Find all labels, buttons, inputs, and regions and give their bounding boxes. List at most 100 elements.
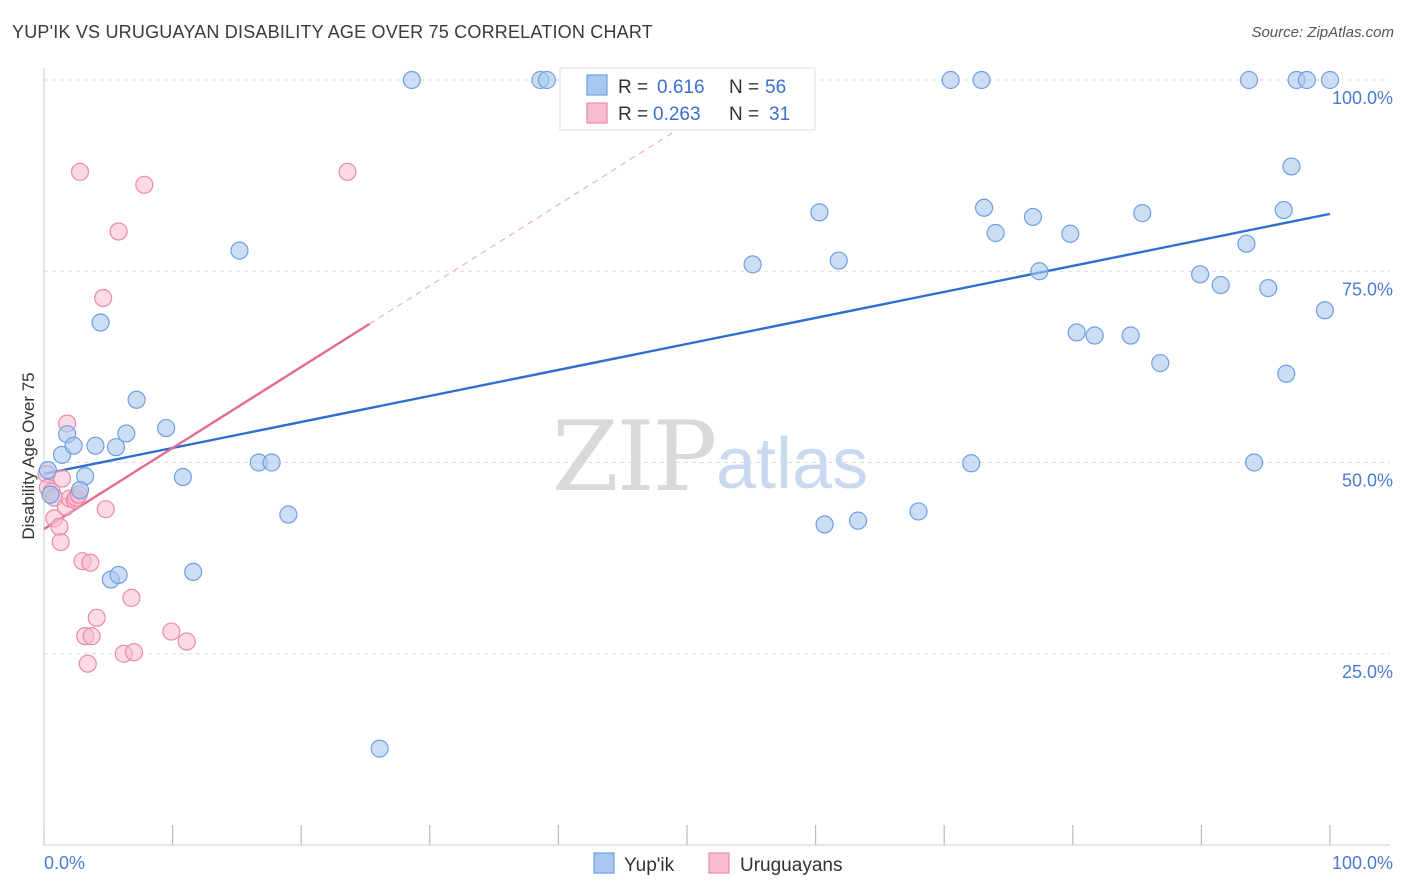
bottom-legend-swatch-uruguayans [708,852,730,874]
uruguayans-point [82,627,101,646]
yupik-point [279,505,298,524]
yupik-point [1245,453,1264,472]
yupik-point [974,198,994,217]
yupik-point [972,70,991,90]
yupik-point [1320,70,1340,90]
yupik-point [1085,326,1104,345]
uruguayans-point [122,588,141,608]
yupik-point [941,70,960,90]
legend-swatch-yupik [586,74,608,96]
trend-layer [43,123,1331,531]
watermark-zip: ZIP [552,401,715,513]
yupik-point [1191,265,1210,284]
yupik-point [848,511,868,530]
yupik-point [230,241,249,260]
uruguayans-trend-extension [369,123,688,325]
yupik-point [1282,157,1301,176]
yupik-point [1274,200,1293,220]
yupik-point [1061,224,1080,243]
uruguayans-point [87,608,106,627]
uruguayans-point [162,622,181,641]
yupik-point [1151,353,1170,373]
uruguayans-point [338,162,357,181]
yupik-point [64,436,83,455]
bottom-legend-label-uruguayans: Uruguayans [740,855,842,876]
yupik-point [157,418,176,438]
uruguayans-point [70,162,90,181]
yupik-point [184,562,203,581]
yupik-point [1259,278,1278,298]
yupik-point [1297,70,1316,90]
uruguayans-point [124,643,144,662]
uruguayans-point [135,175,154,194]
yupik-point [1121,326,1140,345]
yupik-point [1315,301,1334,320]
chart-title: YUP'IK VS URUGUAYAN DISABILITY AGE OVER … [12,22,653,42]
yupik-point [743,255,762,274]
uruguayans-point [50,517,69,536]
legend-n-label: N = [729,104,759,125]
yupik-trend-line [43,212,1331,476]
legend-swatch-uruguayans [586,102,608,124]
uruguayans-point [177,632,196,651]
y-tick-label: 50.0% [1342,471,1393,491]
yupik-point [1133,204,1152,223]
yupik-point [38,461,57,480]
yupik-point [829,251,848,270]
uruguayans-point [81,553,100,572]
axes-layer [43,68,1390,846]
yupik-point [986,223,1005,243]
legend-n-value: 31 [769,104,790,125]
watermark-atlas: atlas [716,424,868,504]
yupik-point [909,502,928,521]
yupik-point [962,454,981,473]
yupik-point [1239,70,1259,90]
yupik-point [370,739,389,758]
yupik-point [1030,262,1049,281]
yupik-point [41,485,60,504]
yupik-point [70,480,90,500]
yupik-point [1277,364,1296,383]
yupik-point [537,70,556,90]
y-tick-label: 100.0% [1332,88,1393,108]
y-axis-title: Disability Age Over 75 [19,372,38,539]
legend-r-label: R = [618,104,648,125]
yupik-point [262,453,281,472]
tick-label-layer: 100.0% 75.0% 50.0% 25.0% 0.0% 100.0% [44,88,1393,873]
legend-n-label: N = [729,77,759,98]
y-tick-label: 25.0% [1342,662,1393,682]
yupik-point [1023,207,1043,227]
x-tick-label: 100.0% [1332,853,1393,873]
yupik-point [117,424,136,443]
yupik-point [1211,275,1230,295]
yupik-point [109,565,128,585]
bottom-legend-label-yupik: Yup'ik [624,855,675,876]
legend-r-label: R = [618,77,648,98]
uruguayans-point [51,532,70,552]
yupik-point [815,515,834,534]
series-legend: Yup'ik Uruguayans [593,852,842,876]
source-label: Source: ZipAtlas.com [1251,24,1394,41]
legend-n-value: 56 [765,77,786,98]
yupik-point [86,436,105,455]
uruguayans-point [52,469,72,488]
yupik-point [402,70,421,90]
uruguayans-point [94,288,113,308]
yupik-point [810,203,829,222]
uruguayans-trend-line [43,323,370,531]
bottom-legend-swatch-yupik [593,852,615,874]
legend-r-value: 0.263 [653,104,701,125]
yupik-point [1067,323,1086,342]
yupik-point [91,313,110,332]
legend-r-value: 0.616 [657,77,705,98]
yupik-point [173,467,192,487]
yupik-point [127,390,146,409]
watermark: ZIP atlas [552,401,868,513]
yupik-point [1237,234,1256,253]
y-tick-label: 75.0% [1342,279,1393,299]
stats-legend: R = 0.616 N = 56 R = 0.263 N = 31 [559,67,816,131]
yupik-point [106,438,126,457]
x-tick-label: 0.0% [44,853,85,873]
uruguayans-point [78,654,97,673]
